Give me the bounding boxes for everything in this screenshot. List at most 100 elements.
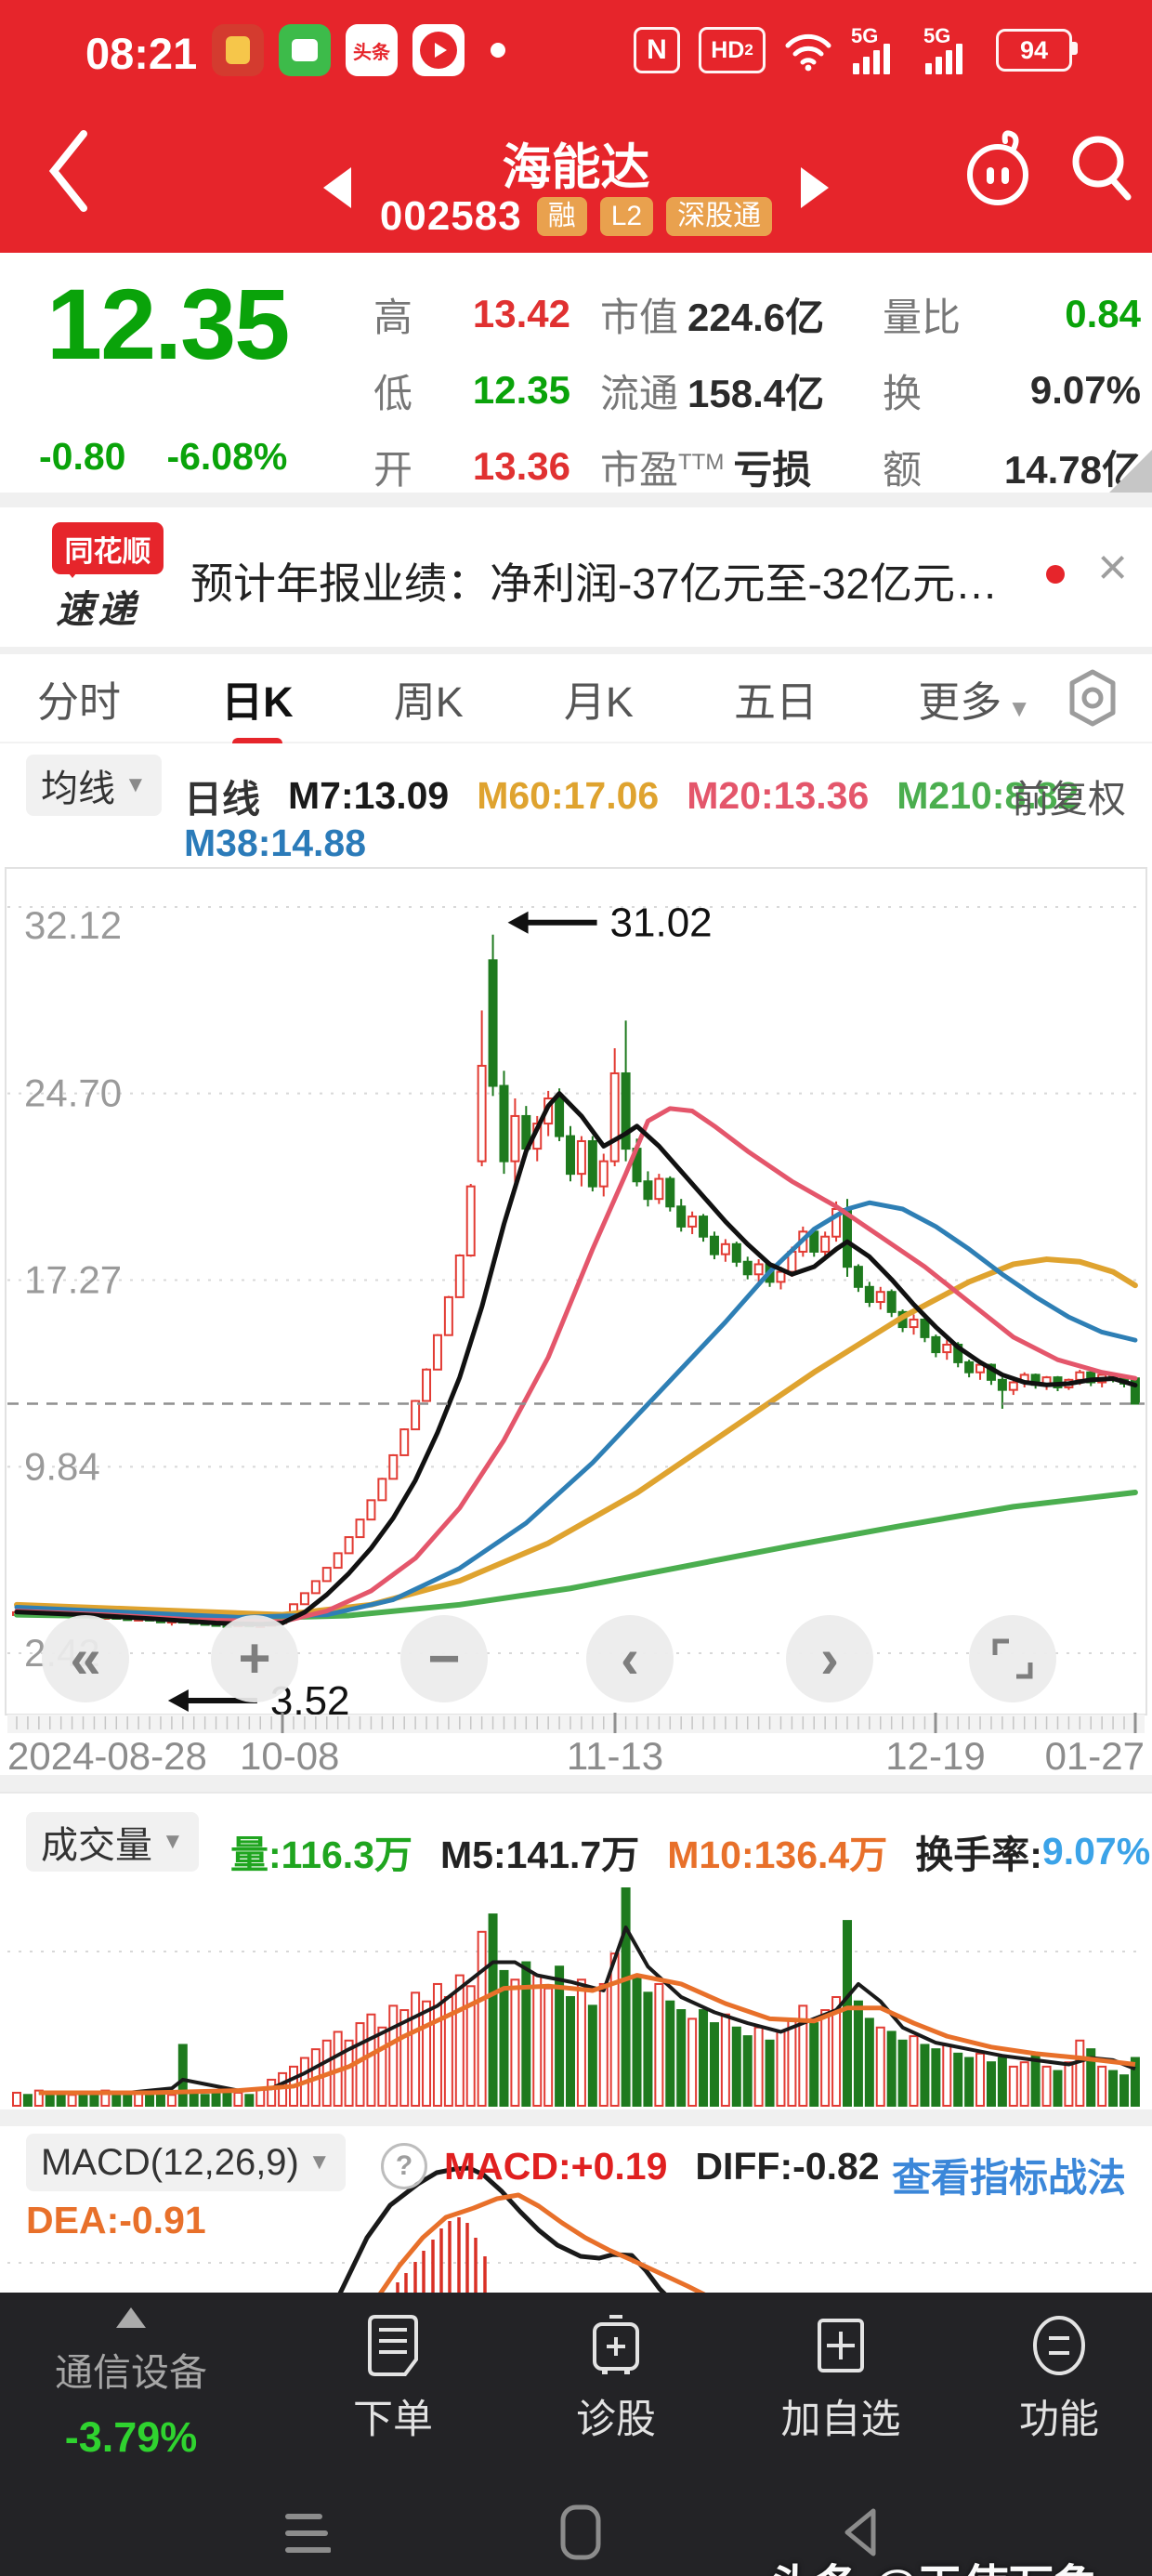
- quote-stat-row: 市值 224.6亿: [600, 295, 825, 339]
- metric: M20:13.36: [687, 773, 870, 817]
- nfc-icon: N: [634, 27, 680, 73]
- assistant-robot-icon[interactable]: [959, 126, 1037, 210]
- metric: MACD:+0.19: [444, 2145, 668, 2188]
- help-icon[interactable]: ?: [381, 2143, 427, 2189]
- metric: DEA:-0.91: [26, 2199, 206, 2241]
- home-icon[interactable]: [557, 2504, 604, 2561]
- price-change: -0.80 -6.08%: [39, 435, 287, 479]
- tab-更多[interactable]: 更多 ▼: [918, 677, 1031, 726]
- recent-apps-icon[interactable]: [282, 2507, 331, 2559]
- quote-stat-row: 额 14.78亿: [883, 447, 1141, 492]
- wifi-icon: [784, 29, 832, 72]
- divider: [0, 647, 1152, 654]
- divider: [0, 493, 1152, 507]
- volume-metrics: 量:116.3万 M5:141.7万 M10:136.4万 换手率: 9.07%: [230, 1823, 1152, 1879]
- signal-5g-icon: 5G: [851, 24, 905, 76]
- svg-text:10-08: 10-08: [240, 1734, 339, 1775]
- status-bar: 08:21 头条 N HD 2 5G 5G 94: [0, 0, 1152, 102]
- metric: 日线: [184, 778, 260, 821]
- app-header: 海能达 002583 融 L2 深股通: [0, 102, 1152, 255]
- macd-metrics: MACD:+0.19 DIFF:-0.82: [444, 2145, 908, 2188]
- divider: [0, 1775, 1152, 1792]
- android-nav-bar: [0, 2500, 1152, 2574]
- ma-dropdown[interactable]: 均线 ▼: [26, 755, 162, 816]
- tab-月K[interactable]: 月K: [563, 677, 634, 726]
- sector-change: -3.79%: [64, 2413, 198, 2461]
- ma-value-bar: 均线 ▼ 日线 M7:13.09 M60:17.06 M20:13.36 M210:8.8…: [0, 743, 1152, 864]
- macd-section: MACD(12,26,9) ▼ ? MACD:+0.19 DIFF:-0.82 DE…: [0, 2126, 1152, 2293]
- change-percent: -6.08%: [166, 435, 288, 478]
- adjust-mode-label[interactable]: 前复权: [1012, 778, 1126, 821]
- volume-chart[interactable]: [0, 1879, 1152, 2111]
- sector-name: 通信设备: [55, 2351, 207, 2394]
- nav-item-order[interactable]: 下单: [314, 2313, 472, 2445]
- period-tabs: 分时 日K 周K 月K 五日 更多 ▼: [0, 654, 1152, 743]
- next-stock-icon[interactable]: [801, 167, 829, 208]
- zoom-out-icon[interactable]: −: [400, 1615, 488, 1702]
- nav-item-features[interactable]: 功能: [980, 2313, 1138, 2445]
- stock-badge: L2: [599, 197, 654, 236]
- metric: M5:141.7万: [440, 1833, 640, 1876]
- zoom-in-icon[interactable]: +: [211, 1615, 298, 1702]
- macd-chart[interactable]: [0, 2126, 1152, 2293]
- quote-panel: 12.35 -0.80 -6.08% 高 13.42 低 12.35 开 13.36 市值…: [0, 253, 1152, 493]
- notification-icons: 头条: [212, 24, 505, 76]
- back-icon[interactable]: [41, 123, 97, 219]
- svg-text:«: «: [70, 1627, 100, 1689]
- svg-text:17.27: 17.27: [24, 1258, 122, 1302]
- quote-stat-row: 量比 0.84: [883, 292, 1141, 339]
- system-status-icons: N HD 2 5G 5G 94: [634, 22, 1078, 78]
- quote-stat-row: 开 13.36: [373, 444, 570, 492]
- metric: M7:13.09: [288, 773, 450, 817]
- svg-text:−: −: [427, 1627, 460, 1689]
- kline-chart[interactable]: 32.1224.7017.279.842.4231.023.522024-08-…: [0, 864, 1152, 1775]
- quote-stat-row: 低 12.35: [373, 368, 570, 415]
- unread-dot: [1046, 565, 1065, 584]
- prev-icon[interactable]: ‹: [586, 1615, 674, 1702]
- tab-日K[interactable]: 日K: [216, 655, 299, 742]
- prev-stock-icon[interactable]: [323, 167, 351, 208]
- metric: DIFF:-0.82: [695, 2145, 880, 2188]
- back-nav-icon[interactable]: [836, 2505, 884, 2559]
- tab-周K[interactable]: 周K: [393, 677, 464, 726]
- chevron-down-icon: ▼: [124, 772, 147, 797]
- expand-corner-icon[interactable]: [1109, 450, 1152, 493]
- fullscreen-icon[interactable]: [969, 1615, 1056, 1702]
- search-icon[interactable]: [1067, 130, 1137, 204]
- stock-code: 002583: [379, 193, 522, 239]
- chart-settings-icon[interactable]: [1065, 668, 1120, 728]
- ma-values-line2: M38:14.88: [184, 821, 394, 865]
- news-headline[interactable]: 预计年报业绩：净利润-37亿元至-32亿元…: [190, 559, 998, 608]
- volume-section: 成交量 ▼ 量:116.3万 M5:141.7万 M10:136.4万 换手率: 9.07…: [0, 1792, 1152, 2111]
- nav-item-add-watchlist[interactable]: 加自选: [762, 2313, 920, 2445]
- nav-item-diagnose[interactable]: 诊股: [537, 2313, 695, 2445]
- svg-text:9.84: 9.84: [24, 1444, 100, 1488]
- macd-dropdown[interactable]: MACD(12,26,9) ▼: [26, 2134, 346, 2191]
- svg-text:12-19: 12-19: [885, 1734, 985, 1775]
- hd-voice-icon: HD 2: [699, 27, 766, 73]
- sector-quick-view[interactable]: 通信设备 -3.79%: [33, 2307, 229, 2462]
- svg-text:32.12: 32.12: [24, 903, 122, 947]
- next-icon[interactable]: ›: [786, 1615, 873, 1702]
- close-icon[interactable]: ×: [1097, 537, 1128, 596]
- tab-分时[interactable]: 分时: [37, 677, 122, 726]
- watermark: 头条 @天使万象: [769, 2550, 1099, 2576]
- metric: M60:17.06: [477, 773, 660, 817]
- chevron-down-icon: ▼: [1007, 693, 1031, 722]
- ma-values-line1: 日线 M7:13.09 M60:17.06 M20:13.36 M210:8.82: [184, 768, 1106, 823]
- stock-badge: 融: [536, 197, 587, 236]
- tab-五日[interactable]: 五日: [734, 677, 818, 726]
- svg-text:31.02: 31.02: [610, 900, 713, 946]
- quote-stat-row: 高 13.42: [373, 292, 570, 339]
- news-flash-bar[interactable]: 同花顺 速递 预计年报业绩：净利润-37亿元至-32亿元… ×: [0, 507, 1152, 647]
- battery-icon: 94: [996, 29, 1078, 72]
- rewind-icon[interactable]: «: [42, 1615, 129, 1702]
- svg-text:›: ›: [820, 1627, 839, 1689]
- svg-text:11-13: 11-13: [567, 1734, 663, 1775]
- chevron-down-icon: ▼: [308, 2149, 331, 2175]
- metric: 量:116.3万: [230, 1833, 412, 1876]
- volume-dropdown[interactable]: 成交量 ▼: [26, 1812, 199, 1872]
- svg-text:01-27: 01-27: [1045, 1734, 1145, 1775]
- indicator-strategy-link[interactable]: 查看指标战法: [891, 2156, 1126, 2200]
